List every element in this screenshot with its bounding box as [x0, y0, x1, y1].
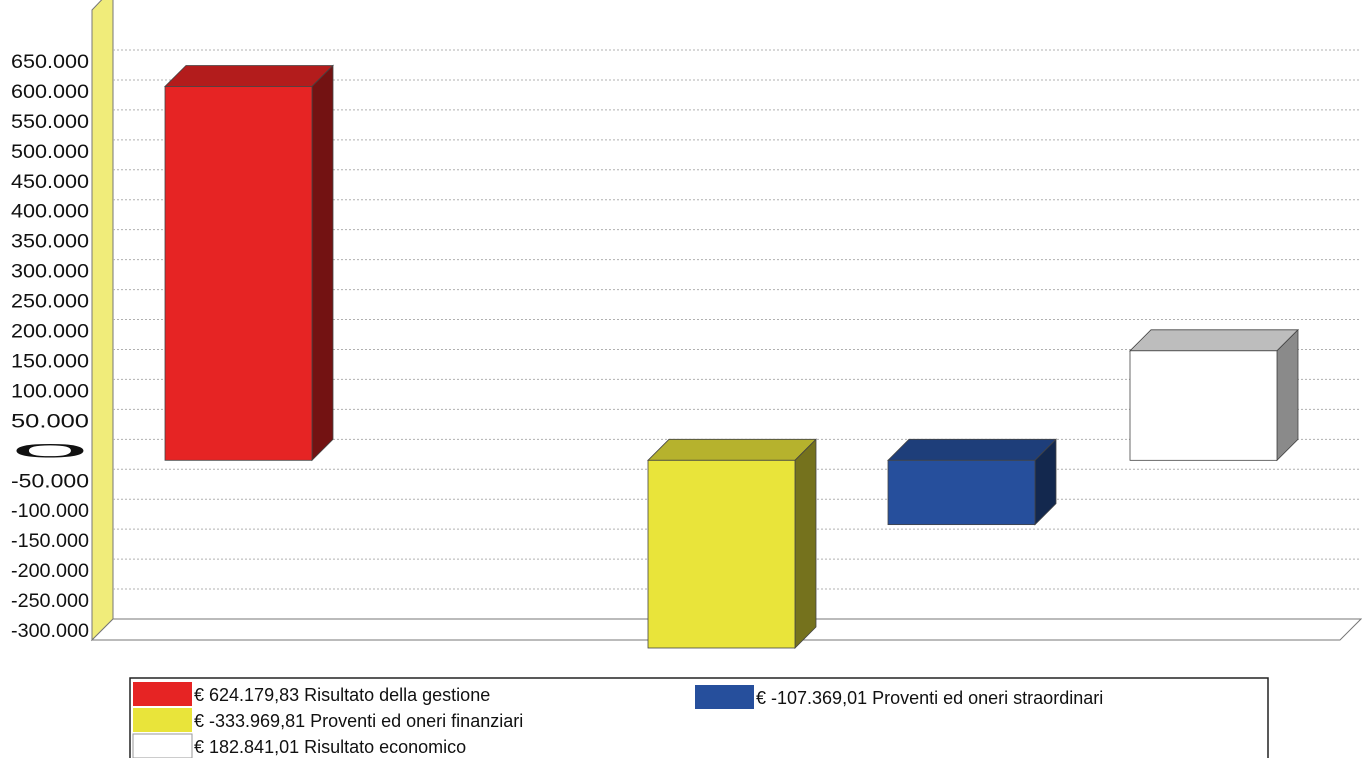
bar-4 [1129, 328, 1299, 462]
y-tick-label: 600.000 [11, 82, 89, 103]
legend-box [129, 677, 1269, 758]
y-tick-label: 150.000 [11, 351, 89, 372]
bar-top-face [887, 438, 1057, 461]
y-tick-label: -200.000 [11, 561, 89, 582]
y-tick-label: 0 [11, 441, 89, 462]
y-tick-label: -250.000 [11, 591, 89, 612]
legend: € 624.179,83 Risultato della gestione € -… [129, 677, 1269, 758]
bar-1 [164, 64, 334, 462]
legend-label: € 182.841,01 Risultato economico [194, 737, 466, 757]
bar-front-face [647, 459, 796, 649]
y-tick-label: -150.000 [11, 531, 89, 552]
y-tick-label: 550.000 [11, 112, 89, 133]
legend-label: € -107.369,01 Proventi ed oneri straordi… [756, 688, 1103, 708]
legend-label: € 624.179,83 Risultato della gestione [194, 685, 490, 705]
bar-front-face [1129, 350, 1278, 461]
legend-swatch [695, 685, 754, 709]
legend-item: € -107.369,01 Proventi ed oneri straordi… [695, 685, 1103, 709]
legend-label: € -333.969,81 Proventi ed oneri finanzia… [194, 711, 523, 731]
y-tick-label: 100.000 [11, 381, 89, 402]
y-tick-label: 200.000 [11, 322, 89, 343]
y-tick-label: 50.000 [11, 411, 89, 432]
legend-swatch [132, 733, 193, 758]
bar-top-face [1129, 329, 1299, 352]
bar-3 [887, 438, 1057, 526]
y-tick-label: 250.000 [11, 292, 89, 313]
legend-swatch [133, 708, 192, 732]
bar-side-face [794, 438, 817, 649]
y-tick-label: -300.000 [11, 621, 89, 642]
y-tick-label: 450.000 [11, 172, 89, 193]
bar-2 [647, 438, 817, 649]
y-tick-label: 400.000 [11, 202, 89, 223]
y-tick-label: -100.000 [11, 501, 89, 522]
y-tick-label: 350.000 [11, 232, 89, 253]
y-tick-label: 650.000 [11, 52, 89, 73]
bar-front-face [887, 459, 1036, 526]
bar-side-face [1276, 328, 1299, 462]
legend-item: € 182.841,01 Risultato economico [132, 733, 466, 758]
legend-item: € 624.179,83 Risultato della gestione [133, 682, 490, 706]
legend-swatch [133, 682, 192, 706]
bar-front-face [164, 86, 313, 461]
bar-top-face [164, 65, 334, 87]
axis-side-wall [91, 0, 114, 642]
legend-item: € -333.969,81 Proventi ed oneri finanzia… [133, 708, 523, 732]
y-tick-label: 300.000 [11, 262, 89, 283]
y-tick-label: -50.000 [11, 471, 89, 492]
bar-top-face [647, 438, 817, 461]
bar-side-face [311, 64, 334, 462]
y-tick-label: 500.000 [11, 142, 89, 163]
